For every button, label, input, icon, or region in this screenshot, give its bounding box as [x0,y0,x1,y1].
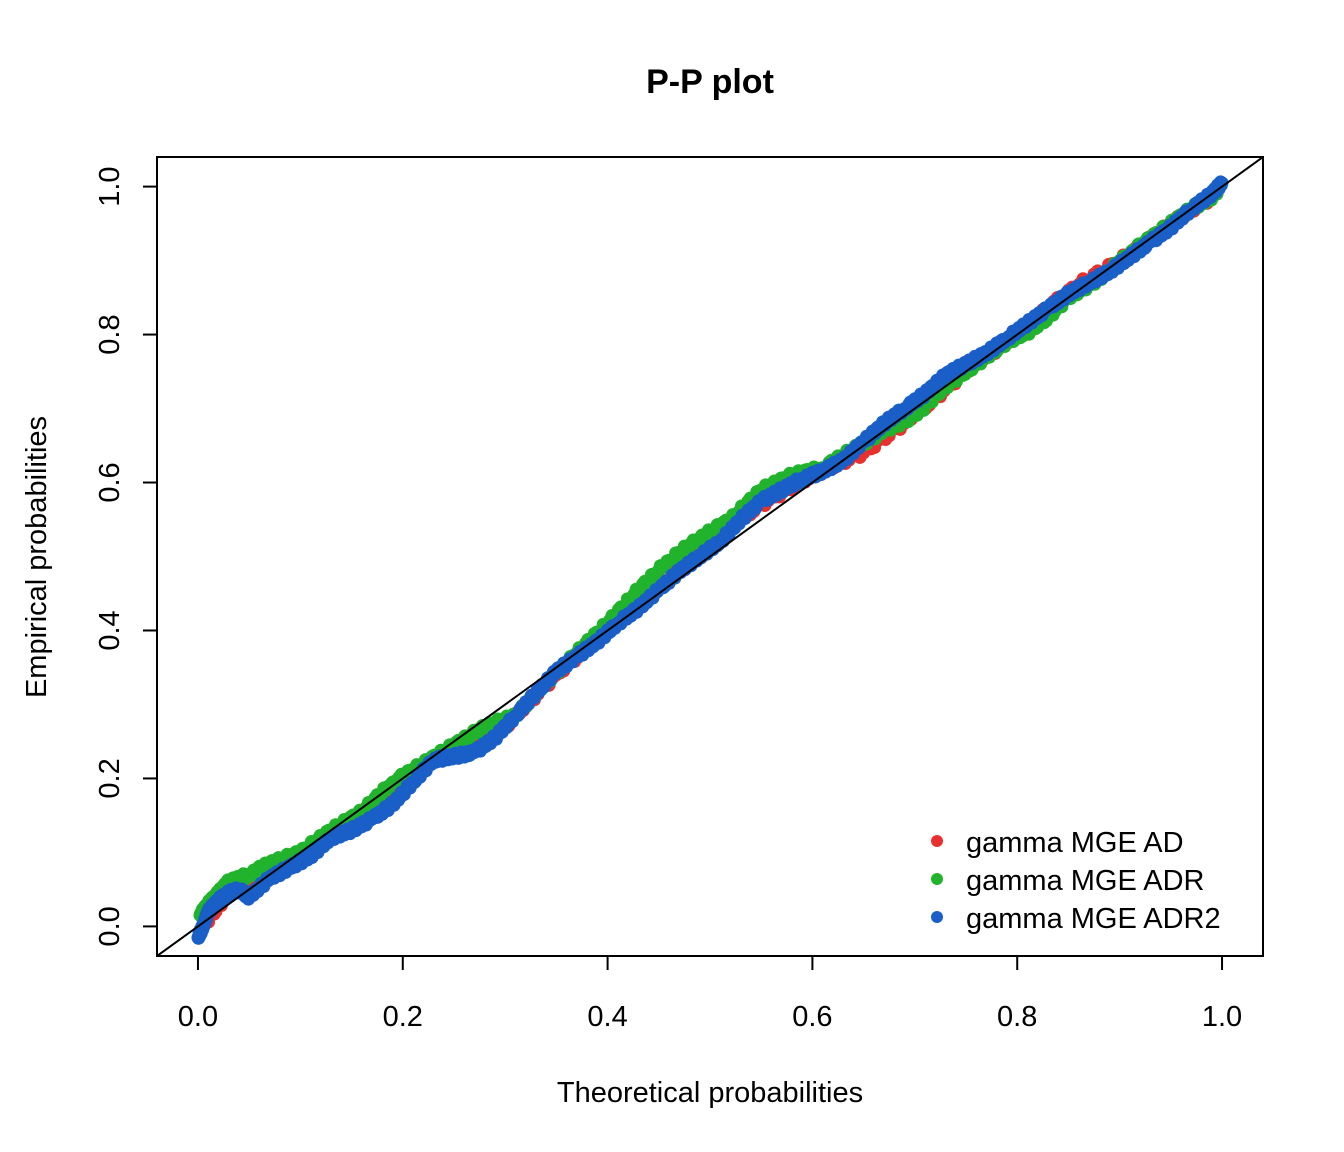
x-axis: 0.0 0.2 0.4 0.6 0.8 1.0 [178,955,1242,1033]
x-tick-label: 1.0 [1202,1001,1242,1033]
y-tick-label: 0.0 [94,906,126,946]
legend-label: gamma MGE ADR2 [966,903,1221,935]
x-tick-label: 0.8 [997,1001,1037,1033]
legend-marker [931,835,943,847]
legend-marker [931,873,943,885]
x-tick-label: 0.6 [792,1001,832,1033]
x-tick-label: 0.2 [383,1001,423,1033]
y-tick-label: 0.2 [94,758,126,798]
plot-frame [156,156,1264,957]
legend-label: gamma MGE AD [966,827,1184,859]
y-tick-label: 0.4 [94,610,126,650]
y-axis-label: Empirical probabilities [21,416,53,698]
scatter-points [191,175,1229,945]
data-point [1215,176,1229,190]
legend-label: gamma MGE ADR [966,865,1205,897]
x-tick-label: 0.4 [587,1001,627,1033]
legend-marker [931,911,943,923]
reference-line [157,157,1263,956]
y-tick-label: 0.8 [94,314,126,354]
y-tick-label: 0.6 [94,462,126,502]
y-axis: 0.0 0.2 0.4 0.6 0.8 1.0 [94,166,157,947]
legend: gamma MGE AD gamma MGE ADR gamma MGE ADR2 [931,827,1221,935]
x-axis-label: Theoretical probabilities [557,1077,863,1109]
y-tick-label: 1.0 [94,166,126,206]
chart-title: P-P plot [646,63,774,101]
x-tick-label: 0.0 [178,1001,218,1033]
